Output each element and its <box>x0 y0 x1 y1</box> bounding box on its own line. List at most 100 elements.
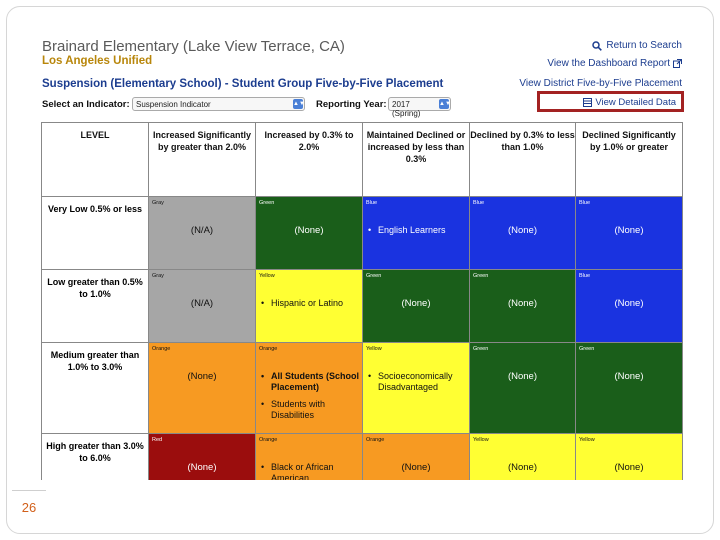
grid-cell: Yellow (None) <box>469 433 576 480</box>
grid-cell: Gray (N/A) <box>148 269 256 343</box>
controls-row: Select an Indicator: Suspension Indicato… <box>42 97 682 118</box>
school-name: Brainard Elementary (Lake View Terrace, … <box>42 38 345 55</box>
year-label: Reporting Year: <box>316 99 387 110</box>
return-to-search-label: Return to Search <box>606 40 682 51</box>
grid-cell: Yellow (None) <box>575 433 683 480</box>
grid-cell: Yellow Hispanic or Latino <box>255 269 363 343</box>
grid-cell: Blue (None) <box>469 196 576 270</box>
external-link-icon <box>673 59 682 68</box>
indicator-select[interactable]: Suspension Indicator ▲▼ <box>132 97 305 111</box>
cell-value: (None) <box>187 371 217 382</box>
highlight-box <box>537 91 684 112</box>
grid-cell: Green (None) <box>362 269 470 343</box>
header-declined-significantly: Declined Significantly by 1.0% or greate… <box>575 122 683 197</box>
cell-value: (None) <box>401 298 431 309</box>
cell-color-label: Yellow <box>366 346 382 352</box>
grid-cell: Orange (None) <box>362 433 470 480</box>
cell-value: (None) <box>401 462 431 473</box>
indicator-select-value: Suspension Indicator <box>136 100 211 109</box>
return-to-search-link[interactable]: Return to Search <box>592 40 682 51</box>
cell-color-label: Blue <box>366 200 378 206</box>
table-row: Low greater than 0.5% to 1.0% Gray (N/A) … <box>41 269 683 343</box>
grid-cell: Orange (None) <box>148 342 256 434</box>
cell-color-label: Blue <box>579 200 591 206</box>
cell-color-label: Green <box>473 273 489 279</box>
cell-value: (N/A) <box>190 298 214 309</box>
cell-color-label: Yellow <box>579 437 595 443</box>
cell-value: (None) <box>614 225 644 236</box>
cell-color-label: Orange <box>259 437 278 443</box>
cell-value: (None) <box>614 298 644 309</box>
search-icon <box>592 40 603 51</box>
grid-cell: Blue (None) <box>575 269 683 343</box>
cell-color-label: Red <box>152 437 163 443</box>
grid-cell: Orange Black or African American <box>255 433 363 480</box>
grid-cell: Blue English Learners <box>362 196 470 270</box>
row-level-label: Low greater than 0.5% to 1.0% <box>41 269 149 343</box>
cell-value: (None) <box>614 462 644 473</box>
select-arrow-icon: ▲▼ <box>293 99 305 109</box>
grid-cell: Green (None) <box>469 342 576 434</box>
cell-value: (None) <box>507 371 538 382</box>
table-icon <box>583 98 593 107</box>
cell-color-label: Yellow <box>473 437 489 443</box>
placement-title: Suspension (Elementary School) - Student… <box>42 78 444 90</box>
grid-cell: Red (None) <box>148 433 256 480</box>
header-increased-significantly: Increased Significantly by greater than … <box>148 122 256 197</box>
cell-color-label: Green <box>579 346 595 352</box>
row-level-label: Medium greater than 1.0% to 3.0% <box>41 342 149 434</box>
cell-color-label: Gray <box>152 273 164 279</box>
table-row: High greater than 3.0% to 6.0% Red (None)… <box>41 433 683 480</box>
student-group-item: English Learners <box>368 225 466 236</box>
view-detailed-data-label: View Detailed Data <box>595 97 676 108</box>
view-dashboard-link[interactable]: View the Dashboard Report <box>547 58 682 69</box>
row-level-label: High greater than 3.0% to 6.0% <box>41 433 149 480</box>
cell-color-label: Gray <box>152 200 164 206</box>
cell-value: (N/A) <box>190 225 214 236</box>
table-row: Very Low 0.5% or less Gray (N/A) Green (No… <box>41 196 683 270</box>
year-select[interactable]: 2017 (Spring) ▲▼ <box>388 97 451 118</box>
header-declined: Declined by 0.3% to less than 1.0% <box>469 122 576 197</box>
view-district-placement-link[interactable]: View District Five-by-Five Placement <box>519 78 682 89</box>
grid-cell: Green (None) <box>575 342 683 434</box>
slide-number: 26 <box>12 490 46 522</box>
cell-color-label: Green <box>259 200 275 206</box>
cell-value: (None) <box>614 371 644 382</box>
cell-color-label: Blue <box>579 273 591 279</box>
grid-cell: Blue (None) <box>575 196 683 270</box>
cell-value: (None) <box>507 462 538 473</box>
five-by-five-grid: LEVEL Increased Significantly by greater… <box>41 122 683 480</box>
row-level-label: Very Low 0.5% or less <box>41 196 149 270</box>
cell-value: (None) <box>507 298 538 309</box>
indicator-label: Select an Indicator: <box>42 99 130 110</box>
student-group-item: Socioeconomically Disadvantaged <box>368 371 466 393</box>
student-group-item: All Students (School Placement) <box>261 371 359 393</box>
student-group-item: Students with Disabilities <box>261 399 359 421</box>
student-group-item: Hispanic or Latino <box>261 298 359 309</box>
select-arrow-icon: ▲▼ <box>439 99 451 109</box>
year-select-value: 2017 (Spring) <box>392 100 421 118</box>
district-name: Los Angeles Unified <box>42 55 153 67</box>
cell-value: (None) <box>507 225 538 236</box>
view-detailed-data-link[interactable]: View Detailed Data <box>583 97 676 108</box>
cell-color-label: Blue <box>473 200 485 206</box>
grid-cell: Green (None) <box>255 196 363 270</box>
header-level: LEVEL <box>41 122 149 197</box>
cell-color-label: Green <box>366 273 382 279</box>
header-increased: Increased by 0.3% to 2.0% <box>255 122 363 197</box>
cell-color-label: Orange <box>366 437 385 443</box>
slide-frame <box>6 6 714 534</box>
cell-color-label: Green <box>473 346 489 352</box>
header-maintained: Maintained Declined or increased by less… <box>362 122 470 197</box>
student-group-item: Black or African American <box>261 462 359 480</box>
cell-color-label: Yellow <box>259 273 275 279</box>
grid-cell: Green (None) <box>469 269 576 343</box>
table-row: Medium greater than 1.0% to 3.0% Orange (… <box>41 342 683 434</box>
grid-cell: Yellow Socioeconomically Disadvantaged <box>362 342 470 434</box>
cell-value: (None) <box>187 462 217 473</box>
cell-color-label: Orange <box>152 346 171 352</box>
report-screenshot: Brainard Elementary (Lake View Terrace, … <box>40 34 690 480</box>
view-dashboard-label: View the Dashboard Report <box>547 58 670 69</box>
cell-value: (None) <box>294 225 324 236</box>
grid-cell: Orange All Students (School Placement) Stu… <box>255 342 363 434</box>
